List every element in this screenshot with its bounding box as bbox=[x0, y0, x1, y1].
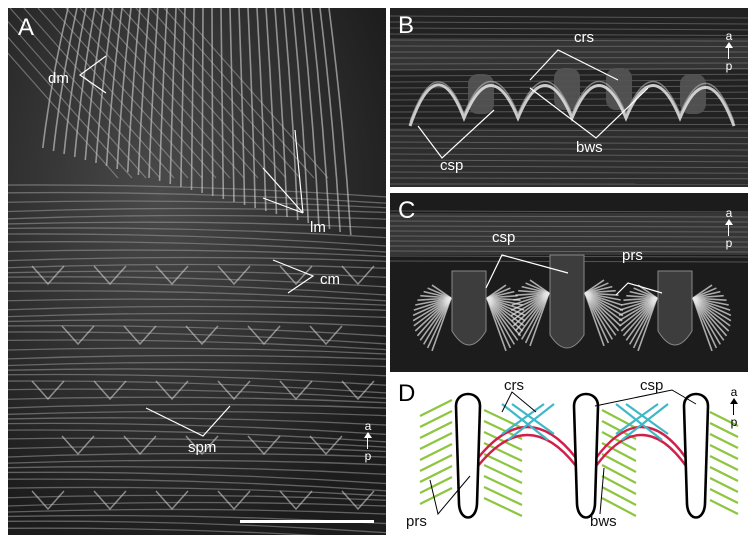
panel-b-micrograph: B crs csp bws a p bbox=[390, 8, 748, 187]
label-csp-c: csp bbox=[492, 229, 516, 246]
label-spm: spm bbox=[188, 439, 217, 456]
spines-group bbox=[454, 392, 710, 519]
label-lm: lm bbox=[310, 219, 326, 236]
cilia-rows-group bbox=[501, 403, 669, 441]
panel-a-letter: A bbox=[18, 14, 35, 41]
label-prs-d: prs bbox=[406, 513, 427, 530]
label-crs-d: crs bbox=[504, 377, 524, 394]
orientation-b-posterior: p bbox=[725, 59, 733, 73]
spine-1 bbox=[454, 392, 482, 519]
panel-a-micrograph: A dm lm cm spm a p bbox=[8, 8, 386, 535]
orientation-c: a p bbox=[723, 207, 735, 249]
spine-3 bbox=[682, 392, 710, 519]
scale-bar bbox=[240, 520, 374, 523]
label-bws-d: bws bbox=[590, 513, 617, 530]
panel-b-image bbox=[390, 8, 748, 187]
label-crs-b: crs bbox=[574, 29, 594, 46]
panel-c-image bbox=[390, 193, 748, 372]
orientation-a: a p bbox=[362, 420, 374, 462]
panel-d-letter: D bbox=[398, 380, 416, 407]
orientation-a-anterior: a bbox=[364, 419, 372, 433]
spine-2 bbox=[572, 392, 600, 519]
orientation-c-arrow-icon bbox=[723, 219, 735, 237]
panel-a-image bbox=[8, 8, 386, 535]
panel-d-schematic: D crs csp prs bws a p bbox=[390, 376, 748, 535]
label-csp-b: csp bbox=[440, 157, 464, 174]
panel-d-drawing bbox=[419, 389, 739, 519]
panel-c-letter: C bbox=[398, 197, 416, 224]
orientation-d: a p bbox=[728, 386, 740, 428]
orientation-a-posterior: p bbox=[364, 449, 372, 463]
orientation-b-anterior: a bbox=[725, 29, 733, 43]
label-prs-c: prs bbox=[622, 247, 643, 264]
panel-c-micrograph: C csp prs a p bbox=[390, 193, 748, 372]
orientation-b: a p bbox=[723, 30, 735, 72]
label-csp-d: csp bbox=[640, 377, 664, 394]
orientation-b-arrow-icon bbox=[723, 42, 735, 60]
orientation-c-anterior: a bbox=[725, 206, 733, 220]
panel-b-letter: B bbox=[398, 12, 415, 39]
body-wall-group bbox=[477, 425, 687, 467]
orientation-a-arrow-icon bbox=[362, 432, 374, 450]
orientation-d-anterior: a bbox=[730, 385, 738, 399]
orientation-d-posterior: p bbox=[730, 415, 738, 429]
label-bws-b: bws bbox=[576, 139, 603, 156]
label-dm: dm bbox=[48, 70, 69, 87]
orientation-d-arrow-icon bbox=[728, 398, 740, 416]
orientation-c-posterior: p bbox=[725, 236, 733, 250]
label-cm: cm bbox=[320, 271, 340, 288]
